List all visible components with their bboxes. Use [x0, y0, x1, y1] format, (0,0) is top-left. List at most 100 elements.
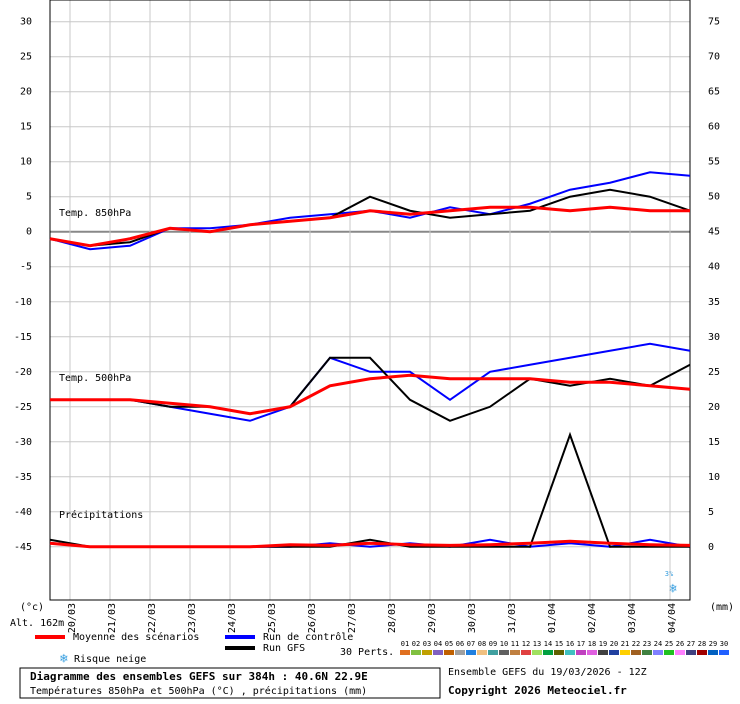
group-label: Temp. 850hPa	[59, 208, 131, 219]
group-label: Précipitations	[59, 509, 143, 521]
snow-risk-value: 3%	[665, 570, 674, 578]
perturbation-swatch	[444, 650, 454, 655]
x-tick-label: 20/03	[67, 603, 78, 633]
y2-tick-label: 45	[708, 227, 720, 238]
perturbation-swatch	[719, 650, 729, 655]
x-tick-label: 28/03	[387, 603, 398, 633]
perturbation-swatch	[587, 650, 597, 655]
x-tick-label: 03/04	[627, 603, 638, 633]
y-tick-label: 30	[20, 17, 32, 28]
perturbation-swatch	[400, 650, 410, 655]
y-tick-label: 10	[20, 157, 32, 168]
y2-tick-label: 25	[708, 367, 720, 378]
x-tick-label: 27/03	[347, 603, 358, 633]
perturbation-swatch	[543, 650, 553, 655]
perturbation-label: 17	[577, 640, 585, 648]
x-tick-label: 22/03	[147, 603, 158, 633]
perturbation-swatch	[675, 650, 685, 655]
series-line	[50, 373, 691, 416]
y2-tick-label: 70	[708, 52, 720, 63]
perturbation-label: 01	[401, 640, 409, 648]
altitude: Alt. 162m	[10, 618, 64, 629]
y2-tick-label: 10	[708, 472, 720, 483]
perturbation-label: 20	[610, 640, 618, 648]
series-line	[49, 539, 691, 549]
perturbation-swatch	[598, 650, 608, 655]
perturbation-swatch	[565, 650, 575, 655]
y-tick-label: -20	[14, 367, 32, 378]
perturbation-swatch	[499, 650, 509, 655]
legend-label: Run de contrôle	[263, 631, 353, 643]
perturbation-label: 06	[456, 640, 464, 648]
copyright: Copyright 2026 Meteociel.fr	[448, 684, 627, 697]
y-tick-label: -40	[14, 507, 32, 518]
x-tick-label: 04/04	[667, 603, 678, 633]
y2-tick-label: 35	[708, 297, 720, 308]
y-tick-label: 15	[20, 122, 32, 133]
perturbation-label: 15	[555, 640, 563, 648]
run-info: Ensemble GEFS du 19/03/2026 - 12Z	[448, 667, 647, 678]
y-tick-label: 0	[26, 227, 32, 238]
plot-frame	[49, 0, 691, 601]
title-box	[19, 667, 441, 699]
y2-tick-label: 65	[708, 87, 720, 98]
perturbation-label: 30	[720, 640, 728, 648]
perturbation-label: 23	[643, 640, 651, 648]
perturbation-swatch	[620, 650, 630, 655]
perturbation-label: 13	[533, 640, 541, 648]
y-tick-label: 20	[20, 87, 32, 98]
y-tick-label: -30	[14, 437, 32, 448]
x-tick-label: 29/03	[427, 603, 438, 633]
x-tick-label: 31/03	[507, 603, 518, 633]
snow-icon: ❄	[59, 652, 68, 667]
perturbation-swatch	[510, 650, 520, 655]
perturbation-swatch	[576, 650, 586, 655]
x-tick-label: 30/03	[467, 603, 478, 633]
y-tick-label: 25	[20, 52, 32, 63]
y2-tick-label: 40	[708, 262, 720, 273]
perturbation-label: 22	[632, 640, 640, 648]
perturbation-swatch	[653, 650, 663, 655]
perturbation-label: 19	[599, 640, 607, 648]
perturbation-label: 21	[621, 640, 629, 648]
perturbation-label: 16	[566, 640, 574, 648]
perturbation-label: 11	[511, 640, 519, 648]
y2-tick-label: 20	[708, 402, 720, 413]
perturbation-label: 29	[709, 640, 717, 648]
y2-tick-label: 0	[708, 542, 714, 553]
perturbation-swatch	[411, 650, 421, 655]
perturbation-swatch	[466, 650, 476, 655]
snow-risk-label: Risque neige	[74, 654, 146, 665]
y-tick-label: -45	[14, 542, 32, 553]
perturbation-swatch	[708, 650, 718, 655]
perturbation-swatch	[422, 650, 432, 655]
perturbation-swatch	[631, 650, 641, 655]
perturbation-swatch	[532, 650, 542, 655]
perturbation-swatch	[554, 650, 564, 655]
y2-tick-label: 5	[708, 507, 714, 518]
perturbation-swatch	[664, 650, 674, 655]
perturbation-label: 24	[654, 640, 662, 648]
legend-label: Run GFS	[263, 643, 305, 654]
perturbation-label: 26	[676, 640, 684, 648]
perturbation-label: 27	[687, 640, 695, 648]
perturbation-label: 03	[423, 640, 431, 648]
y2-tick-label: 55	[708, 157, 720, 168]
y-unit: (°c)	[20, 602, 44, 613]
series-line	[49, 205, 690, 248]
y2-unit: (mm)	[710, 602, 734, 613]
y2-tick-label: 75	[708, 17, 720, 28]
perturbation-label: 10	[500, 640, 508, 648]
perturbation-label: 25	[665, 640, 673, 648]
y-tick-label: -25	[14, 402, 32, 413]
chart-subtitle: Températures 850hPa et 500hPa (°C) , pré…	[30, 685, 367, 697]
x-tick-label: 02/04	[587, 603, 598, 633]
x-tick-label: 25/03	[267, 603, 278, 633]
group-label: Temp. 500hPa	[59, 373, 131, 384]
perturbations-label: 30 Perts.	[340, 647, 394, 658]
perturbation-label: 18	[588, 640, 596, 648]
perturbation-label: 14	[544, 640, 552, 648]
perturbation-swatch	[642, 650, 652, 655]
x-tick-label: 01/04	[547, 603, 558, 633]
